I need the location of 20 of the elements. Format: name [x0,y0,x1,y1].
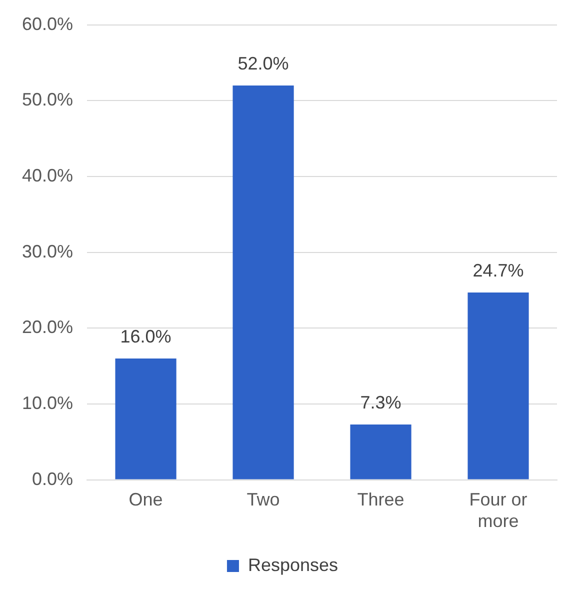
y-tick-label: 30.0% [22,241,74,262]
data-label: 52.0% [238,53,289,74]
y-tick-label: 20.0% [22,317,74,338]
x-tick-label: Two [246,490,280,510]
bar [350,424,412,480]
y-tick-label: 10.0% [22,392,74,413]
bar [468,292,529,480]
y-tick-label: 60.0% [22,14,74,34]
x-tick-label: Four or more [469,490,528,532]
data-label: 7.3% [360,392,402,412]
y-tick-label: 50.0% [22,90,74,110]
y-tick-label: 40.0% [22,165,74,186]
data-label: 16.0% [120,326,172,346]
y-tick-label: 0.0% [32,468,74,489]
x-tick-label: Three [357,490,404,510]
bar [232,85,294,480]
x-tick-label: One [128,490,163,510]
bar [115,358,176,480]
legend-label: Responses [248,554,338,575]
data-label: 24.7% [472,260,524,280]
